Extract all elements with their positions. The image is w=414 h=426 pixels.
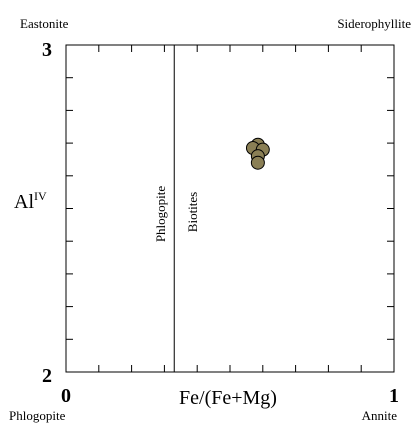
divider-label-biotites: Biotites: [185, 192, 200, 232]
corner-label-bottom-right: Annite: [362, 408, 398, 423]
y-axis-label: AlIV: [14, 189, 47, 213]
corner-label-top-right: Siderophyllite: [337, 16, 411, 31]
y-axis-label-superscript: IV: [34, 189, 47, 203]
axis-ticks: [66, 45, 394, 372]
data-points: [245, 137, 270, 170]
x-tick-label-left: 0: [61, 385, 71, 407]
y-axis-label-base: Al: [14, 191, 34, 213]
x-tick-label-right: 1: [389, 385, 399, 407]
corner-label-top-left: Eastonite: [20, 16, 69, 31]
divider-label-phlogopite: Phlogopite: [153, 186, 168, 243]
data-point-5: [250, 155, 265, 170]
y-tick-label-bottom: 2: [42, 365, 52, 387]
x-axis-label: Fe/(Fe+Mg): [179, 387, 277, 409]
y-tick-label-top: 3: [42, 39, 52, 61]
plot-frame: [65, 44, 395, 373]
corner-label-bottom-left: Phlogopite: [9, 408, 66, 423]
